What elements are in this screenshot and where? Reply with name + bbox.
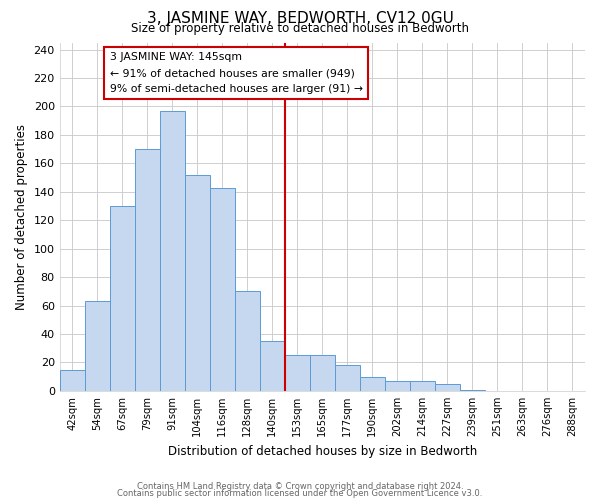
Bar bbox=[310, 356, 335, 391]
Bar bbox=[410, 381, 435, 391]
Bar bbox=[285, 356, 310, 391]
Bar bbox=[110, 206, 135, 391]
Bar bbox=[235, 292, 260, 391]
X-axis label: Distribution of detached houses by size in Bedworth: Distribution of detached houses by size … bbox=[168, 444, 477, 458]
Text: Size of property relative to detached houses in Bedworth: Size of property relative to detached ho… bbox=[131, 22, 469, 35]
Y-axis label: Number of detached properties: Number of detached properties bbox=[15, 124, 28, 310]
Text: 3, JASMINE WAY, BEDWORTH, CV12 0GU: 3, JASMINE WAY, BEDWORTH, CV12 0GU bbox=[146, 11, 454, 26]
Bar bbox=[210, 188, 235, 391]
Bar bbox=[135, 149, 160, 391]
Bar bbox=[360, 376, 385, 391]
Bar bbox=[435, 384, 460, 391]
Text: Contains HM Land Registry data © Crown copyright and database right 2024.: Contains HM Land Registry data © Crown c… bbox=[137, 482, 463, 491]
Bar bbox=[260, 341, 285, 391]
Bar bbox=[185, 175, 210, 391]
Text: 3 JASMINE WAY: 145sqm
← 91% of detached houses are smaller (949)
9% of semi-deta: 3 JASMINE WAY: 145sqm ← 91% of detached … bbox=[110, 52, 362, 94]
Bar bbox=[85, 302, 110, 391]
Bar bbox=[335, 366, 360, 391]
Bar bbox=[460, 390, 485, 391]
Bar bbox=[385, 381, 410, 391]
Bar bbox=[59, 370, 85, 391]
Text: Contains public sector information licensed under the Open Government Licence v3: Contains public sector information licen… bbox=[118, 488, 482, 498]
Bar bbox=[160, 111, 185, 391]
